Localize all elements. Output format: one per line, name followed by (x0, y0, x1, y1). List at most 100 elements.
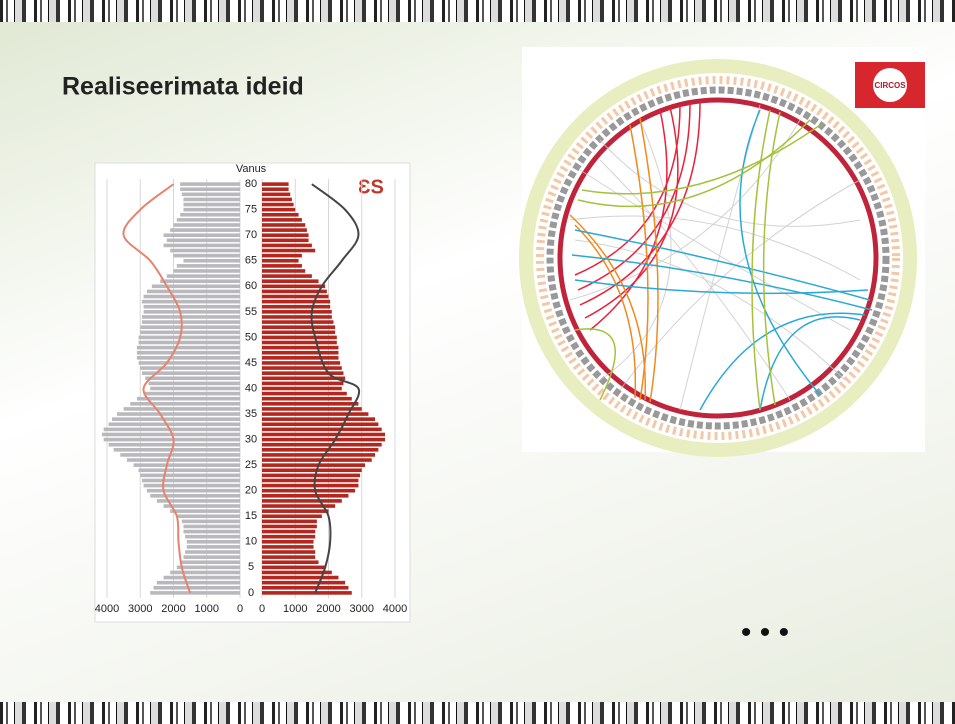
y-tick-label: 75 (245, 204, 257, 216)
bar (262, 233, 309, 237)
bar (262, 351, 338, 355)
bar (262, 448, 378, 452)
bar (117, 412, 240, 416)
circos-image: CIRCOS (522, 47, 925, 452)
bar (262, 468, 362, 472)
bar (183, 555, 240, 559)
bar (262, 269, 305, 273)
bar (177, 264, 240, 268)
bar (262, 581, 345, 585)
y-tick-label: 80 (245, 178, 257, 190)
y-tick-label: 70 (245, 229, 257, 241)
bar (262, 336, 337, 340)
bar (150, 494, 240, 498)
bar (187, 540, 240, 544)
bar (142, 315, 240, 319)
bar (262, 586, 348, 590)
bar (262, 463, 365, 467)
x-tick-label: 1000 (283, 603, 307, 615)
bar (262, 453, 375, 457)
bar (262, 438, 385, 442)
bar (262, 356, 338, 360)
bar (262, 494, 348, 498)
bar (262, 213, 299, 217)
bar (157, 581, 240, 585)
bar (142, 300, 240, 304)
y-tick-label: 50 (245, 331, 257, 343)
bar (104, 428, 240, 432)
bar (177, 514, 240, 518)
bar (262, 484, 358, 488)
bar (262, 290, 327, 294)
bar (183, 530, 240, 534)
bar (137, 356, 240, 360)
bar (262, 540, 314, 544)
bar (150, 591, 240, 595)
bar (262, 223, 305, 227)
bar (170, 228, 240, 232)
bar (262, 305, 330, 309)
bar (164, 576, 240, 580)
bar (262, 520, 317, 524)
x-tick-label: 4000 (95, 603, 119, 615)
x-tick-label: 0 (259, 603, 265, 615)
bar (262, 310, 332, 314)
bar (124, 407, 240, 411)
bar (170, 249, 240, 253)
bar (140, 366, 240, 370)
bar (262, 571, 332, 575)
bar (262, 550, 315, 554)
bar (262, 346, 338, 350)
bar (183, 525, 240, 529)
bar (160, 279, 240, 283)
bar (262, 244, 312, 248)
bar (262, 295, 329, 299)
circos-logo: CIRCOS (874, 81, 906, 90)
bar (139, 468, 240, 472)
bar (262, 315, 332, 319)
bar (177, 218, 240, 222)
bar (262, 397, 352, 401)
bar (262, 407, 362, 411)
bar (262, 479, 358, 483)
bar (262, 203, 294, 207)
bar (262, 576, 338, 580)
bar (262, 259, 299, 263)
y-tick-label: 30 (245, 434, 257, 446)
bar (262, 198, 292, 202)
bar (180, 187, 240, 191)
bar (262, 366, 342, 370)
bar (262, 392, 347, 396)
bar (142, 320, 240, 324)
bar (262, 208, 295, 212)
bar (262, 249, 315, 253)
bar (137, 397, 240, 401)
bar (262, 433, 385, 437)
bar (144, 295, 240, 299)
bar (164, 244, 240, 248)
bar (147, 489, 240, 493)
ellipsis: • • • (741, 616, 789, 649)
bar (142, 479, 240, 483)
bar (262, 591, 352, 595)
slide-title: Realiseerimata ideid (62, 73, 304, 101)
bar (262, 535, 315, 539)
bar (262, 509, 329, 513)
bar (177, 566, 240, 570)
bar (180, 560, 240, 564)
bar (262, 489, 355, 493)
bar (120, 453, 240, 457)
bar (164, 504, 240, 508)
bar (262, 361, 340, 365)
bar (262, 182, 289, 186)
bar (183, 198, 240, 202)
bar (262, 228, 307, 232)
y-tick-label: 10 (245, 536, 257, 548)
bar (262, 285, 325, 289)
bar (262, 402, 358, 406)
bar (174, 269, 241, 273)
bar (144, 392, 240, 396)
y-tick-label: 65 (245, 255, 257, 267)
y-tick-label: 25 (245, 459, 257, 471)
bar (183, 208, 240, 212)
